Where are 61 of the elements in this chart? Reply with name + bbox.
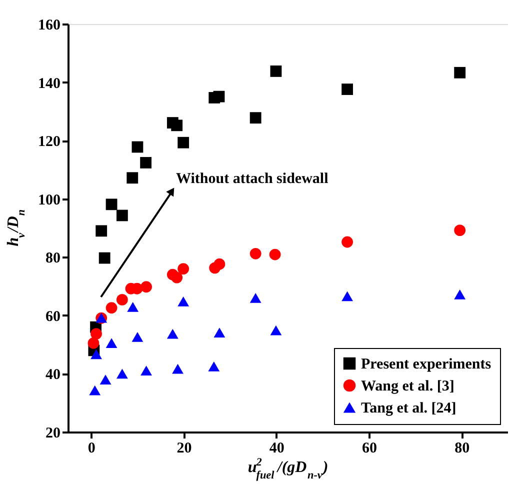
point xyxy=(214,258,226,270)
point xyxy=(178,263,190,274)
x-tick-label: 40 xyxy=(269,440,284,456)
x-tick-label: 20 xyxy=(176,440,192,456)
point xyxy=(208,361,220,372)
point xyxy=(342,84,353,95)
point xyxy=(88,337,100,349)
point xyxy=(116,294,128,306)
point xyxy=(454,224,466,236)
y-tick-label: 140 xyxy=(38,76,60,92)
legend-label: Tang et al. [24] xyxy=(361,400,456,416)
y-tick-label: 100 xyxy=(38,192,60,208)
point xyxy=(127,302,139,312)
point xyxy=(171,272,183,284)
point xyxy=(342,236,353,248)
point xyxy=(140,281,152,293)
point xyxy=(178,136,190,148)
point xyxy=(172,364,184,374)
point xyxy=(140,366,152,376)
point xyxy=(89,385,101,396)
legend-label: Present experiments xyxy=(361,356,492,372)
y-tick-label: 20 xyxy=(46,426,60,442)
point xyxy=(454,290,466,300)
y-axis-title: hv/Dn xyxy=(5,209,28,246)
point xyxy=(171,120,183,132)
point xyxy=(250,293,262,303)
point xyxy=(132,141,144,153)
point xyxy=(100,374,112,384)
point xyxy=(132,332,144,342)
point xyxy=(214,328,226,338)
x-tick-label: 0 xyxy=(88,440,96,456)
point xyxy=(106,198,118,210)
y-tick-label: 80 xyxy=(46,250,60,267)
point xyxy=(90,328,102,340)
y-tick-label: 160 xyxy=(38,18,60,34)
point xyxy=(90,349,102,360)
x-tick-label: 80 xyxy=(454,440,470,456)
y-tick-label: 60 xyxy=(46,308,60,325)
point xyxy=(116,368,128,379)
point xyxy=(116,210,128,222)
point xyxy=(106,302,118,314)
point xyxy=(250,248,262,260)
point xyxy=(270,325,282,336)
point xyxy=(98,252,110,264)
point xyxy=(106,338,118,348)
y-tick-label: 40 xyxy=(46,367,60,384)
point xyxy=(178,296,190,306)
annotation: Without attach sidewall xyxy=(176,171,328,187)
point xyxy=(96,225,108,237)
point xyxy=(126,172,138,184)
x-tick-label: 60 xyxy=(362,440,378,456)
y-tick-label: 120 xyxy=(38,134,60,150)
point xyxy=(213,90,225,102)
point xyxy=(140,157,152,168)
point xyxy=(454,66,466,78)
legend-label: Wang et al. [3] xyxy=(361,378,454,394)
point xyxy=(342,291,353,302)
point xyxy=(166,328,178,339)
point xyxy=(270,66,282,77)
point xyxy=(250,112,262,124)
point xyxy=(269,248,281,260)
